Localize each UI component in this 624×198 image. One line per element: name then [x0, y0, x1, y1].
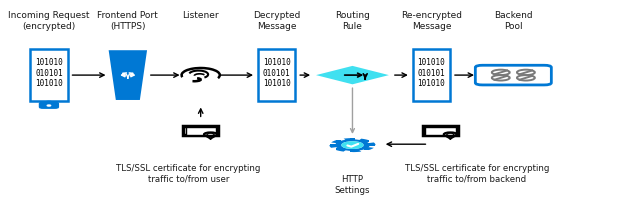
Circle shape	[342, 142, 363, 148]
FancyBboxPatch shape	[258, 49, 295, 101]
Text: Listener: Listener	[182, 11, 219, 20]
FancyBboxPatch shape	[364, 148, 369, 150]
Text: Frontend Port
(HTTPS): Frontend Port (HTTPS)	[97, 11, 158, 31]
Wedge shape	[344, 138, 353, 145]
FancyBboxPatch shape	[329, 144, 336, 146]
Text: Re-encrypted
Message: Re-encrypted Message	[401, 11, 462, 31]
Text: Routing
Rule: Routing Rule	[335, 11, 370, 31]
FancyBboxPatch shape	[423, 126, 458, 135]
FancyBboxPatch shape	[183, 126, 218, 135]
FancyBboxPatch shape	[336, 148, 341, 150]
FancyBboxPatch shape	[349, 150, 356, 152]
Text: Decrypted
Message: Decrypted Message	[253, 11, 300, 31]
Wedge shape	[353, 145, 374, 150]
Text: 101010
010101
101010: 101010 010101 101010	[35, 58, 63, 88]
Text: 101010
010101
101010: 101010 010101 101010	[263, 58, 290, 88]
Text: Backend
Pool: Backend Pool	[494, 11, 533, 31]
FancyBboxPatch shape	[336, 140, 341, 142]
Polygon shape	[316, 66, 389, 84]
Wedge shape	[353, 139, 369, 145]
Text: 101010
010101
101010: 101010 010101 101010	[417, 58, 446, 88]
FancyBboxPatch shape	[40, 103, 58, 108]
Text: HTTP
Settings: HTTP Settings	[334, 175, 370, 195]
Wedge shape	[331, 140, 353, 145]
FancyBboxPatch shape	[426, 127, 456, 135]
FancyBboxPatch shape	[349, 138, 356, 140]
Circle shape	[336, 140, 369, 150]
Polygon shape	[109, 50, 147, 100]
Circle shape	[47, 105, 51, 106]
FancyBboxPatch shape	[185, 127, 216, 135]
Text: TLS/SSL certificate for encrypting
traffic to/from backend: TLS/SSL certificate for encrypting traff…	[405, 164, 549, 184]
FancyBboxPatch shape	[412, 49, 450, 101]
Wedge shape	[329, 145, 353, 148]
FancyBboxPatch shape	[475, 65, 552, 85]
FancyBboxPatch shape	[364, 140, 369, 142]
Circle shape	[342, 142, 363, 148]
Wedge shape	[336, 145, 353, 152]
Text: TLS/SSL certificate for encrypting
traffic to/from user: TLS/SSL certificate for encrypting traff…	[116, 164, 261, 184]
Wedge shape	[353, 145, 361, 152]
Text: Incoming Request
(encrypted): Incoming Request (encrypted)	[8, 11, 90, 31]
Wedge shape	[353, 142, 376, 145]
FancyBboxPatch shape	[369, 144, 375, 146]
FancyBboxPatch shape	[30, 49, 68, 101]
